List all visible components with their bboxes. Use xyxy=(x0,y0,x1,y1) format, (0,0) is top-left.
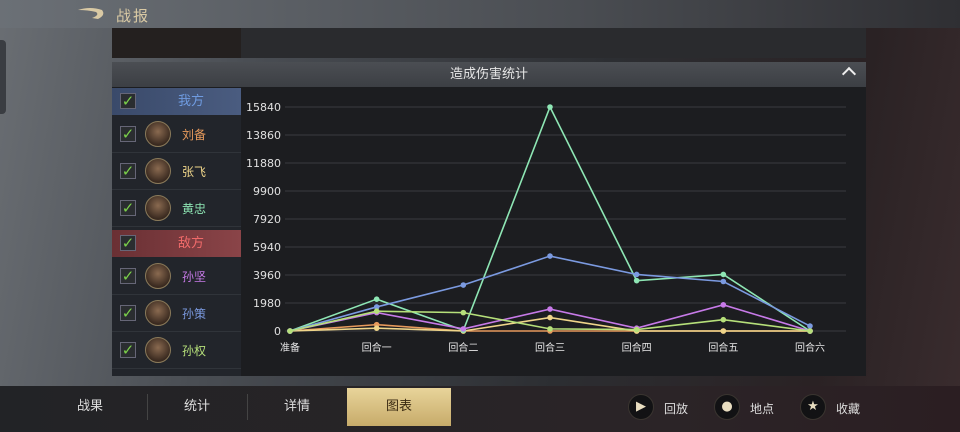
page-title: 战报 xyxy=(116,7,151,25)
unit-checkbox[interactable]: ✓ xyxy=(120,199,136,217)
tab-statistics[interactable]: 统计 xyxy=(183,399,210,414)
group-header-ally[interactable]: ✓ 我方 xyxy=(112,88,241,115)
unit-checkbox[interactable]: ✓ xyxy=(120,162,136,180)
tab-results[interactable]: 战果 xyxy=(76,399,103,414)
data-point xyxy=(460,326,467,332)
y-tick-label: 3960 xyxy=(253,269,281,282)
data-point xyxy=(720,271,727,278)
unit-name: 张飞 xyxy=(182,165,207,179)
x-tick-label: 准备 xyxy=(280,341,300,354)
data-point xyxy=(807,323,813,329)
avatar xyxy=(145,300,171,326)
y-tick-label: 9900 xyxy=(253,185,281,198)
location-pin-icon: ● xyxy=(714,394,740,420)
replay-label: 回放 xyxy=(664,402,689,416)
unit-row[interactable]: ✓ 孙坚 xyxy=(112,258,241,295)
data-point xyxy=(373,304,380,310)
unit-filter-list: ✓ 我方 ✓ 刘备 ✓ 张飞 ✓ 黄忠 ✓ 敌方 ✓ 孙坚 ✓ 孙策 ✓ 孙权 xyxy=(112,88,241,376)
divider xyxy=(147,394,148,420)
unit-checkbox[interactable]: ✓ xyxy=(120,341,136,359)
y-tick-label: 7920 xyxy=(253,213,281,226)
x-tick-label: 回合三 xyxy=(535,341,565,354)
data-point xyxy=(460,309,467,316)
y-tick-label: 1980 xyxy=(253,297,281,310)
bottom-tab-bar: 战果 统计 详情 图表 ▶ 回放 ● 地点 ★ 收藏 xyxy=(0,386,960,432)
unit-row[interactable]: ✓ 刘备 xyxy=(112,116,241,153)
back-arrow-icon[interactable] xyxy=(76,6,106,22)
unit-row[interactable]: ✓ 孙权 xyxy=(112,332,241,369)
data-point xyxy=(547,253,553,259)
avatar xyxy=(145,337,171,363)
data-point xyxy=(720,302,727,308)
location-label: 地点 xyxy=(750,402,775,416)
tab-chart[interactable]: 图表 xyxy=(347,388,451,426)
y-tick-label: 13860 xyxy=(246,129,281,142)
data-point xyxy=(720,316,727,323)
avatar xyxy=(145,121,171,147)
avatar xyxy=(145,195,171,221)
x-tick-label: 回合二 xyxy=(448,341,478,354)
favorite-label: 收藏 xyxy=(836,402,861,416)
data-point xyxy=(373,325,380,331)
unit-name: 刘备 xyxy=(182,128,207,142)
data-point xyxy=(633,271,640,278)
unit-name: 黄忠 xyxy=(182,202,207,216)
data-point xyxy=(633,326,640,333)
group-header-enemy[interactable]: ✓ 敌方 xyxy=(112,230,241,257)
data-point xyxy=(547,314,553,321)
data-point xyxy=(633,277,640,284)
unit-checkbox[interactable]: ✓ xyxy=(120,125,136,143)
x-tick-label: 回合五 xyxy=(708,341,738,354)
x-tick-label: 回合一 xyxy=(362,341,392,354)
replay-icon: ▶ xyxy=(628,394,654,420)
data-point xyxy=(720,328,727,334)
data-point xyxy=(720,278,727,285)
data-point xyxy=(373,296,380,302)
data-point xyxy=(460,282,467,288)
x-tick-label: 回合六 xyxy=(795,341,825,354)
y-tick-label: 5940 xyxy=(253,241,281,254)
y-tick-label: 0 xyxy=(274,325,281,338)
y-tick-label: 11880 xyxy=(246,157,281,170)
unit-row[interactable]: ✓ 孙策 xyxy=(112,295,241,332)
checkbox-enemy[interactable]: ✓ xyxy=(120,234,136,252)
unit-checkbox[interactable]: ✓ xyxy=(120,267,136,285)
previous-section-row xyxy=(112,28,866,58)
data-point xyxy=(547,326,553,332)
data-point xyxy=(807,328,813,334)
divider xyxy=(247,394,248,420)
y-tick-label: 15840 xyxy=(246,101,281,114)
group-label: 我方 xyxy=(178,94,205,109)
data-point xyxy=(547,306,553,312)
unit-name: 孙策 xyxy=(182,307,207,321)
unit-row[interactable]: ✓ 黄忠 xyxy=(112,190,241,227)
group-label: 敌方 xyxy=(178,236,205,251)
unit-name: 孙坚 xyxy=(182,270,207,284)
unit-row[interactable]: ✓ 张飞 xyxy=(112,153,241,190)
checkbox-ally[interactable]: ✓ xyxy=(120,92,136,110)
data-point xyxy=(547,104,553,110)
chevron-up-icon[interactable] xyxy=(841,66,857,82)
star-icon: ★ xyxy=(800,394,826,420)
unit-checkbox[interactable]: ✓ xyxy=(120,304,136,322)
tab-details[interactable]: 详情 xyxy=(283,399,310,414)
top-bar: 战报 xyxy=(0,0,960,28)
x-tick-label: 回合四 xyxy=(622,341,652,354)
damage-line-chart: 0 1980 3960 5940 7920 9900 11880 13860 15840 准备 回合… xyxy=(246,101,846,354)
data-point xyxy=(373,308,380,315)
avatar xyxy=(145,263,171,289)
section-header[interactable]: 造成伤害统计 xyxy=(112,62,866,87)
side-drawer-handle[interactable] xyxy=(0,40,6,114)
avatar xyxy=(145,158,171,184)
data-point xyxy=(287,328,293,334)
section-title: 造成伤害统计 xyxy=(449,67,528,82)
unit-name: 孙权 xyxy=(182,344,207,358)
